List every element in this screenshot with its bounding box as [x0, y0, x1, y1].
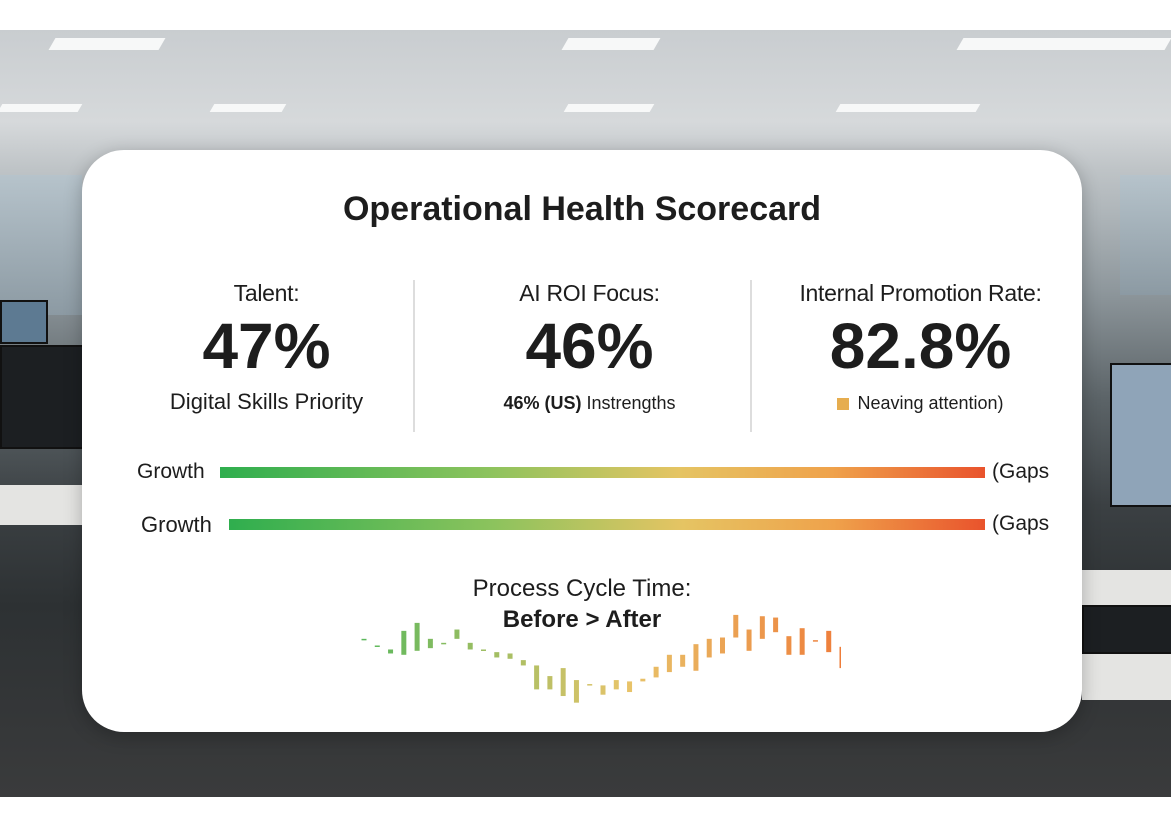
- kpi-label: Talent:: [233, 280, 300, 306]
- gradient-bar: [229, 519, 985, 530]
- chart-candle: [600, 685, 606, 695]
- chart-candle: [786, 636, 792, 655]
- gradient-bar-right-label: (Gaps: [992, 460, 1050, 483]
- kpi-label: AI ROI Focus:: [519, 280, 660, 306]
- chart-candle: [427, 638, 433, 649]
- kpi-subtitle-text: Instrengths: [586, 393, 676, 413]
- chart-candle: [454, 629, 460, 639]
- kpi-subtitle: Digital Skills Priority: [169, 389, 364, 414]
- chart-candle: [573, 680, 579, 703]
- ceiling-light: [563, 104, 655, 112]
- window: [0, 175, 82, 315]
- kpi-value: 46%: [525, 310, 654, 382]
- chart-title: Process Cycle Time: Before > After: [82, 573, 1082, 635]
- keyboard: [1082, 605, 1171, 654]
- chart-title-line2: Before > After: [502, 606, 662, 633]
- chart-candle: [680, 654, 686, 667]
- kpi-subtitle: Neaving attention): [754, 393, 1087, 414]
- chart-candle: [560, 668, 566, 697]
- chart-candle: [733, 614, 739, 638]
- legend-swatch-icon: [837, 398, 850, 410]
- chart-candle: [494, 652, 500, 658]
- chart-candle: [627, 681, 633, 693]
- chart-candle: [773, 617, 779, 633]
- kpi-internal-promotion: Internal Promotion Rate: 82.8% Neaving a…: [754, 280, 1087, 414]
- chart-candle: [720, 637, 725, 654]
- gradient-bar-left-label: Growth: [137, 460, 205, 483]
- kpi-subtitle: 46% (US) Instrengths: [423, 393, 756, 414]
- desk: [0, 485, 82, 525]
- chart-candle: [826, 630, 832, 653]
- chart-candle: [706, 638, 712, 658]
- chart-candle: [374, 645, 380, 647]
- chart-candle: [839, 646, 841, 669]
- monitor: [0, 300, 48, 344]
- monitor: [0, 345, 84, 449]
- ceiling-light: [956, 38, 1064, 50]
- kpi-value: 47%: [202, 310, 331, 382]
- monitor: [1110, 363, 1171, 507]
- process-cycle-chart: [361, 614, 841, 703]
- gradient-bar-right-label: (Gaps: [992, 512, 1050, 535]
- chart-candle: [481, 649, 486, 651]
- chart-candle: [547, 676, 553, 690]
- chart-candle: [640, 678, 646, 682]
- chart-candle: [401, 630, 407, 655]
- chart-candle: [441, 642, 447, 645]
- scorecard-card: Operational Health Scorecard Talent: 47%…: [82, 150, 1082, 732]
- chart-candle: [534, 665, 540, 690]
- kpi-subtitle-text: Neaving attention): [857, 393, 1004, 413]
- window: [1120, 175, 1171, 295]
- chart-candle: [467, 642, 473, 650]
- gradient-bar-left-label: Growth: [141, 512, 212, 537]
- ceiling-light: [561, 38, 661, 50]
- chart-title-line1: Process Cycle Time:: [472, 575, 692, 602]
- chart-candle: [812, 640, 818, 642]
- chart-candle: [388, 649, 394, 654]
- divider: [413, 280, 415, 432]
- chart-candle: [746, 629, 752, 651]
- chart-candle: [507, 653, 513, 659]
- gradient-bar: [220, 467, 985, 478]
- ceiling-light: [835, 104, 981, 112]
- divider: [750, 280, 752, 432]
- page-title: Operational Health Scorecard: [342, 190, 822, 228]
- chart-candle: [587, 684, 593, 686]
- kpi-value: 82.8%: [829, 310, 1012, 382]
- ceiling-light: [209, 104, 287, 112]
- chart-candle: [613, 680, 619, 690]
- chart-candle: [414, 622, 420, 651]
- chart-candle: [693, 644, 699, 671]
- chart-candle: [653, 666, 659, 678]
- chart-candle: [759, 616, 765, 639]
- kpi-label: Internal Promotion Rate:: [799, 280, 1042, 306]
- chart-candle: [666, 654, 672, 673]
- ceiling-light: [0, 104, 83, 112]
- chart-candle: [799, 628, 805, 655]
- chart-candle: [520, 660, 526, 666]
- kpi-subtitle-bold: 46% (US): [503, 393, 582, 413]
- chart-candle: [361, 638, 367, 641]
- kpi-talent: Talent: 47% Digital Skills Priority: [100, 280, 433, 415]
- ceiling-light: [48, 38, 166, 50]
- kpi-ai-roi: AI ROI Focus: 46% 46% (US) Instrengths: [423, 280, 756, 414]
- ceiling-light: [1054, 38, 1171, 50]
